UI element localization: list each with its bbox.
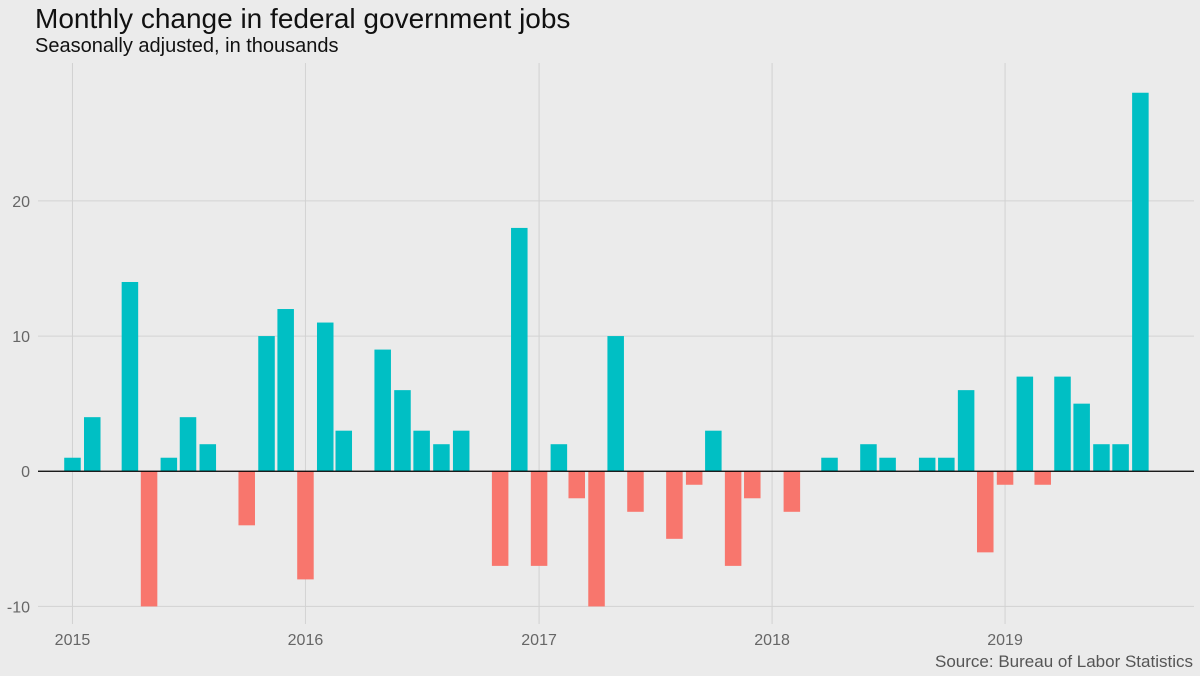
- bar: [1093, 444, 1110, 472]
- bar: [977, 471, 994, 553]
- bar-layer: [64, 92, 1149, 607]
- bar: [860, 444, 877, 472]
- x-tick-label: 2016: [288, 632, 324, 649]
- axis-layer: -10 0 10 20 2015 2016 2017 2018 2019: [7, 194, 1194, 649]
- bar: [685, 471, 703, 485]
- bar: [64, 457, 81, 472]
- bar: [1112, 444, 1129, 472]
- bar: [491, 471, 509, 566]
- bar: [179, 417, 197, 472]
- bar: [335, 430, 353, 472]
- bar: [918, 457, 936, 472]
- bar: [277, 309, 294, 472]
- bar: [374, 349, 391, 472]
- bar: [413, 430, 430, 472]
- bar: [316, 322, 334, 472]
- bar: [160, 457, 178, 472]
- chart-caption: Source: Bureau of Labor Statistics: [935, 652, 1193, 671]
- bar: [821, 457, 838, 472]
- bar: [238, 471, 255, 526]
- x-tick-label: 2015: [55, 632, 91, 649]
- bar: [879, 457, 896, 472]
- y-tick-label: 20: [12, 194, 30, 211]
- bar: [588, 471, 605, 607]
- bar: [1034, 471, 1051, 485]
- chart-title: Monthly change in federal government job…: [35, 3, 571, 34]
- bar: [957, 390, 975, 472]
- bar: [83, 417, 101, 472]
- bar: [705, 430, 722, 472]
- y-tick-label: 0: [21, 464, 30, 481]
- bar: [121, 281, 139, 472]
- bar: [996, 471, 1014, 485]
- bar: [530, 471, 548, 566]
- bar: [511, 227, 528, 472]
- bar: [1073, 403, 1090, 472]
- bar: [627, 471, 644, 512]
- bar: [140, 471, 158, 607]
- x-tick-label: 2019: [987, 632, 1023, 649]
- bar: [433, 444, 450, 472]
- bar: [1132, 92, 1149, 472]
- bar: [1016, 376, 1034, 472]
- x-tick-label: 2017: [521, 632, 557, 649]
- y-tick-label: -10: [7, 599, 30, 616]
- bar: [783, 471, 801, 512]
- bar: [938, 457, 955, 472]
- x-tick-label: 2018: [754, 632, 790, 649]
- bar: [452, 430, 470, 472]
- bar: [724, 471, 742, 566]
- bar: [258, 336, 275, 472]
- y-tick-label: 10: [12, 329, 30, 346]
- bar: [297, 471, 314, 580]
- bar: [550, 444, 568, 472]
- bar: [199, 444, 217, 472]
- bar: [568, 471, 586, 499]
- bar: [666, 471, 683, 539]
- bar: [394, 390, 411, 472]
- chart-subtitle: Seasonally adjusted, in thousands: [35, 35, 339, 57]
- bar: [607, 336, 624, 472]
- bar: [1054, 376, 1071, 472]
- bar: [744, 471, 761, 499]
